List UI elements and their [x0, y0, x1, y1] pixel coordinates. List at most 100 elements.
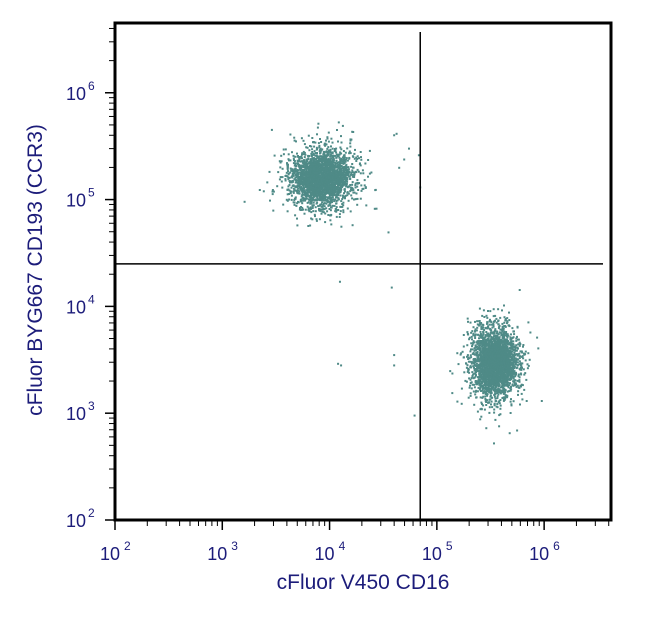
event-dot — [496, 397, 499, 400]
event-dot — [344, 168, 347, 171]
event-dot — [311, 188, 314, 191]
event-dot — [499, 413, 502, 416]
event-dot — [289, 192, 292, 195]
event-dot — [342, 150, 345, 152]
event-dot — [271, 193, 274, 196]
event-dot — [349, 210, 352, 213]
event-dot — [312, 141, 315, 143]
event-dot — [482, 332, 485, 335]
event-dot — [520, 373, 523, 376]
event-dot — [341, 180, 344, 182]
event-dot — [332, 177, 335, 180]
event-dot — [314, 152, 317, 154]
event-dot — [310, 160, 313, 163]
event-dot — [512, 361, 515, 364]
event-dot — [481, 378, 484, 381]
event-dot — [536, 336, 539, 339]
event-dot — [305, 191, 308, 194]
event-dot — [475, 353, 478, 356]
event-dot — [498, 402, 501, 405]
event-dot — [498, 373, 501, 376]
event-dot — [288, 180, 291, 182]
event-dot — [287, 172, 290, 175]
event-dot — [469, 382, 472, 384]
event-dot — [310, 177, 313, 180]
event-dot — [311, 191, 314, 193]
event-dot — [479, 408, 482, 411]
event-dot — [353, 152, 356, 155]
event-dot — [501, 309, 503, 312]
event-dot — [495, 332, 498, 335]
event-dot — [494, 387, 497, 390]
event-dot — [323, 183, 326, 186]
event-dot — [501, 330, 504, 333]
event-dot — [332, 176, 335, 178]
event-dot — [332, 155, 335, 158]
event-dot — [522, 344, 525, 346]
event-dot — [297, 182, 300, 185]
event-dot — [294, 173, 297, 176]
event-dot — [477, 363, 480, 366]
event-dot — [307, 225, 310, 227]
event-dot — [292, 187, 295, 190]
event-dot — [501, 397, 504, 399]
event-dot — [307, 157, 310, 160]
event-dot — [513, 380, 516, 383]
event-dot — [338, 163, 340, 166]
event-dot — [310, 200, 312, 203]
event-dot — [537, 347, 540, 350]
event-dot — [338, 153, 341, 156]
event-dot — [488, 406, 491, 409]
event-dot — [325, 174, 328, 177]
event-dot — [516, 366, 519, 369]
event-dot — [504, 352, 507, 355]
event-dot — [360, 184, 363, 187]
event-dot — [474, 364, 477, 367]
event-dot — [495, 335, 498, 338]
event-dot — [493, 345, 496, 347]
event-dot — [486, 389, 489, 392]
event-dot — [326, 201, 329, 203]
event-dot — [351, 171, 354, 174]
event-dot — [344, 173, 347, 176]
event-dot — [293, 199, 296, 201]
event-dot — [321, 188, 324, 191]
event-dot — [467, 367, 470, 370]
event-dot — [503, 380, 506, 383]
event-dot — [476, 342, 479, 345]
event-dot — [331, 198, 333, 201]
event-dot — [287, 185, 290, 188]
event-dot — [326, 136, 329, 139]
event-dot — [473, 347, 476, 350]
event-dot — [482, 333, 485, 336]
event-dot — [286, 188, 289, 191]
event-dot — [363, 184, 366, 187]
event-dot — [337, 188, 340, 191]
event-dot — [330, 213, 333, 216]
event-dot — [330, 157, 333, 160]
event-dot — [497, 393, 500, 396]
event-dot — [503, 321, 506, 324]
event-dot — [481, 360, 484, 363]
event-dot — [335, 210, 338, 213]
event-dot — [497, 333, 500, 336]
event-dot — [481, 403, 483, 406]
event-dot — [337, 161, 340, 164]
event-dot — [484, 372, 487, 375]
event-dot — [520, 383, 523, 386]
event-dot — [317, 205, 320, 208]
event-dot — [499, 391, 502, 394]
event-dot — [311, 151, 314, 153]
event-dot — [504, 378, 507, 381]
event-dot — [470, 342, 473, 345]
event-dot — [495, 346, 498, 349]
event-dot — [330, 187, 333, 190]
event-dot — [302, 176, 305, 179]
event-dot — [501, 357, 504, 360]
event-dot — [498, 380, 501, 383]
event-dot — [318, 209, 321, 211]
event-dot — [276, 185, 279, 188]
event-dot — [308, 174, 311, 177]
event-dot — [305, 174, 308, 177]
event-dot — [509, 336, 512, 339]
